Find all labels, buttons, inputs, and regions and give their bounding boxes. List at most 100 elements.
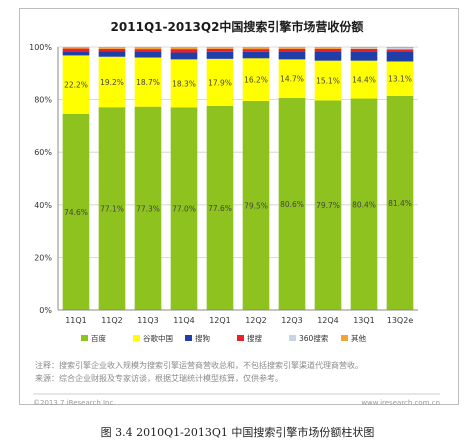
footer-copyright: ©2013.7 iResearch Inc. — [33, 399, 116, 407]
bar-segment — [206, 58, 234, 106]
bar-segment — [134, 51, 162, 58]
x-tick-label: 12Q2 — [245, 316, 267, 325]
data-label: 77.6% — [208, 204, 232, 213]
bar-segment — [314, 60, 342, 101]
y-tick-label: 20% — [34, 253, 52, 262]
legend-label: 360搜索 — [299, 333, 329, 343]
legend-label: 其他 — [351, 333, 366, 343]
bar-segment — [206, 47, 234, 49]
data-label: 74.6% — [64, 208, 88, 217]
bar-segment — [350, 98, 378, 310]
bar-segment — [350, 51, 378, 61]
y-tick-label: 40% — [34, 201, 52, 210]
legend-swatch — [341, 335, 348, 341]
bar-segment — [314, 47, 342, 49]
y-tick-label: 60% — [34, 148, 52, 157]
bar-segment — [170, 49, 198, 53]
x-tick-label: 12Q4 — [317, 316, 339, 325]
bar-segment — [206, 51, 234, 59]
bar-segment — [170, 59, 198, 108]
bar-segment — [242, 51, 270, 59]
bar-segment — [314, 51, 342, 61]
bar-segment — [350, 48, 378, 52]
figure-caption: 图 3.4 2010Q1-2013Q1 中国搜索引擎市场份额柱状图 — [100, 426, 375, 439]
data-label: 80.6% — [280, 200, 304, 209]
data-label: 14.4% — [352, 76, 376, 85]
bar-segment — [170, 52, 198, 60]
bar-segment — [386, 47, 414, 49]
bar-segment — [386, 49, 414, 52]
bar-segment — [350, 48, 378, 49]
data-label: 81.4% — [388, 199, 412, 208]
data-label: 17.9% — [208, 78, 232, 87]
bar-segment — [98, 47, 126, 49]
data-label: 22.2% — [64, 81, 88, 90]
legend-swatch — [289, 335, 296, 341]
x-tick-label: 11Q3 — [137, 316, 159, 325]
data-label: 77.3% — [136, 204, 160, 213]
footer-website: www.iresearch.com.cn — [361, 399, 440, 407]
data-label: 16.2% — [244, 76, 268, 85]
data-label: 77.1% — [100, 205, 124, 214]
bar-segment — [386, 51, 414, 62]
bar-segment — [206, 48, 234, 52]
x-tick-label: 12Q1 — [209, 316, 231, 325]
legend-swatch — [81, 335, 88, 341]
x-tick-label: 13Q1 — [353, 316, 375, 325]
data-label: 79.7% — [316, 201, 340, 210]
chart-title: 2011Q1-2013Q2中国搜索引擎市场营收份额 — [111, 19, 364, 34]
data-label: 14.7% — [280, 75, 304, 84]
bar-segment — [98, 51, 126, 57]
bar-segment — [386, 95, 414, 310]
y-tick-label: 0% — [39, 306, 52, 315]
bar-segment — [278, 47, 306, 49]
bar-segment — [206, 105, 234, 310]
x-tick-label: 12Q3 — [281, 316, 303, 325]
bar-segment — [314, 48, 342, 52]
legend-swatch — [237, 335, 244, 341]
bar-segment — [278, 51, 306, 60]
bar-segment — [242, 58, 270, 101]
data-label: 15.1% — [316, 77, 340, 86]
bar-segment — [386, 48, 414, 50]
legend-swatch — [133, 335, 140, 341]
bar-segment — [62, 47, 90, 49]
legend-label: 搜搜 — [247, 333, 262, 343]
data-label: 79.5% — [244, 201, 268, 210]
bar-segment — [278, 98, 306, 310]
bar-segment — [98, 107, 126, 311]
bar-segment — [98, 56, 126, 108]
legend: 百度 谷歌中国 搜狗 搜搜 360搜索 其他 — [81, 333, 366, 343]
bar-segment — [134, 49, 162, 52]
bar-segment — [98, 48, 126, 52]
bar-segment — [134, 57, 162, 107]
data-label: 19.2% — [100, 78, 124, 87]
bar-segment — [386, 61, 414, 96]
data-label: 80.4% — [352, 200, 376, 209]
x-tick-label: 11Q1 — [65, 316, 87, 325]
bar-segment — [350, 60, 378, 99]
labels-layer: 74.6% 22.2% 77.1% 19.2% 77.3% 18.7% 77.0% 18.3%… — [64, 75, 412, 217]
data-label: 13.1% — [388, 75, 412, 84]
chart-note: 注释：搜索引擎企业收入规模为搜索引擎运营商营收总和，不包括搜索引擎渠道代理商营收… — [35, 361, 363, 370]
bar-segment — [134, 106, 162, 311]
bar-segment — [170, 47, 198, 50]
data-label: 18.3% — [172, 79, 196, 88]
bar-segment — [62, 48, 90, 52]
legend-label: 谷歌中国 — [143, 333, 173, 343]
bar-segment — [242, 49, 270, 52]
bar-segment — [62, 55, 90, 114]
bar-segment — [278, 48, 306, 52]
y-tick-label: 100% — [29, 43, 52, 52]
bars-layer — [62, 47, 414, 311]
bar-segment — [350, 47, 378, 49]
legend-label: 搜狗 — [195, 333, 210, 343]
bar-segment — [314, 100, 342, 310]
bar-segment — [134, 47, 162, 50]
x-tick-label: 13Q2e — [387, 316, 414, 325]
legend-swatch — [185, 335, 192, 341]
axis-layer: 0% 20% 40% 60% 80% 100% 11Q1 11Q2 11Q3 11Q4 12Q1 12… — [29, 43, 418, 325]
bar-segment — [62, 51, 90, 56]
bar-segment — [170, 107, 198, 311]
